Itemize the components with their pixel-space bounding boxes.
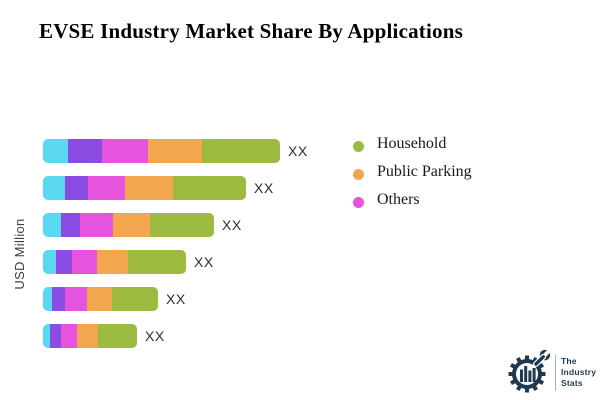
bar-segment: [43, 287, 52, 311]
legend-label: Household: [377, 135, 447, 152]
bar-value-label: XX: [145, 328, 165, 344]
bar-segment: [77, 324, 98, 348]
bar-segment: [97, 250, 128, 274]
stacked-bar: [43, 176, 246, 200]
bar-segment: [61, 213, 80, 237]
bar-value-label: XX: [194, 254, 214, 270]
bar-segment: [125, 176, 173, 200]
bar-segment: [50, 324, 61, 348]
bar-segment: [43, 324, 50, 348]
bar-segment: [112, 287, 158, 311]
legend-dot-public-parking: [353, 168, 364, 180]
brand-logo: The Industry Stats: [508, 347, 596, 398]
legend-item-others: Others: [353, 188, 472, 216]
bar-row: XX: [43, 213, 308, 237]
logo-line: The: [561, 356, 577, 366]
stacked-bar: [43, 139, 280, 163]
bar-segment: [202, 139, 280, 163]
logo-line: Industry: [561, 367, 597, 377]
bar-segment: [150, 213, 214, 237]
bar-row: XX: [43, 287, 308, 311]
bar-segment: [52, 287, 65, 311]
legend-dot-household: [353, 140, 364, 152]
bar-row: XX: [43, 176, 308, 200]
y-axis-label: USD Million: [12, 218, 27, 290]
bar-segment: [98, 324, 137, 348]
bar-value-label: XX: [166, 291, 186, 307]
logo-separator: [555, 354, 556, 391]
bar-segment: [87, 287, 112, 311]
gear-wrench-icon: [508, 347, 552, 398]
bar-row: XX: [43, 139, 308, 163]
bars: XX XX XX XX XX XX: [43, 139, 308, 361]
stacked-bar: [43, 287, 158, 311]
stacked-bar: [43, 324, 137, 348]
bar-segment: [56, 250, 72, 274]
bar-value-label: XX: [222, 217, 242, 233]
bar-segment: [65, 176, 88, 200]
legend-label: Others: [377, 191, 420, 208]
bar-segment: [80, 213, 113, 237]
stacked-bar: [43, 250, 186, 274]
bar-segment: [128, 250, 186, 274]
bar-value-label: XX: [254, 180, 274, 196]
logo-line: Stats: [561, 378, 583, 388]
bar-value-label: XX: [288, 143, 308, 159]
bar-segment: [61, 324, 77, 348]
bar-segment: [65, 287, 87, 311]
bar-row: XX: [43, 250, 308, 274]
bar-segment: [43, 213, 61, 237]
chart-title: EVSE Industry Market Share By Applicatio…: [38, 19, 463, 43]
bar-row: XX: [43, 324, 308, 348]
bar-segment: [148, 139, 202, 163]
bar-segment: [88, 176, 125, 200]
bar-segment: [173, 176, 246, 200]
bar-segment: [72, 250, 97, 274]
legend-item-household: Household: [353, 132, 472, 160]
legend-item-public-parking: Public Parking: [353, 160, 472, 188]
bar-segment: [68, 139, 102, 163]
logo-text: The Industry Stats: [561, 356, 596, 389]
bar-segment: [43, 250, 56, 274]
bar-segment: [102, 139, 148, 163]
stacked-bar: [43, 213, 214, 237]
bar-segment: [43, 176, 65, 200]
legend-label: Public Parking: [377, 163, 472, 180]
bar-segment: [43, 139, 68, 163]
legend-dot-others: [353, 196, 364, 208]
bar-segment: [113, 213, 150, 237]
legend: Household Public Parking Others: [353, 132, 472, 216]
